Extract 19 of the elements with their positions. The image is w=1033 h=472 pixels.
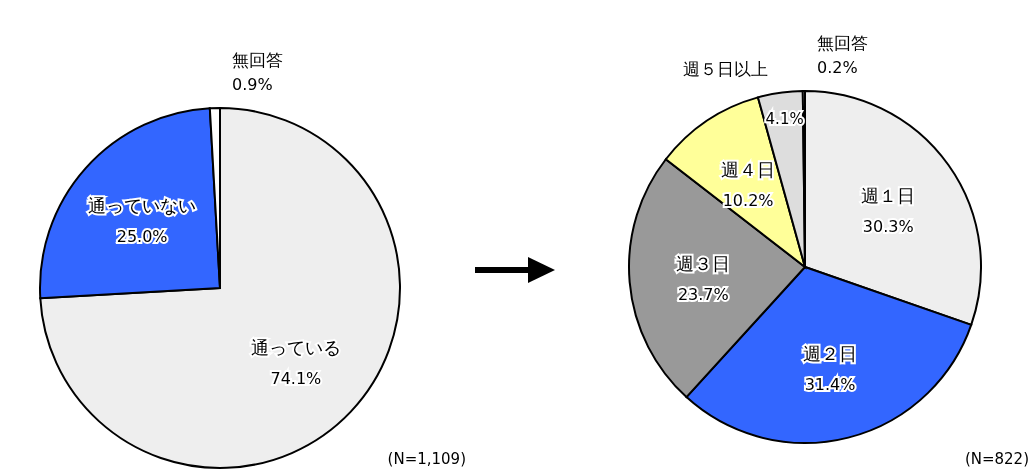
data-label: 31.4% (804, 374, 856, 394)
data-label: 0.9% (232, 75, 273, 94)
slice-label: 無回答 (817, 33, 868, 53)
text: (N=822) (964, 450, 1029, 468)
slice-label: 週５日以上 (682, 58, 768, 79)
slice-label: 通っていない (88, 195, 197, 217)
data-label: 23.7% (677, 284, 729, 304)
data-label: 10.2% (722, 191, 774, 211)
slice-label: 通っている (250, 336, 341, 358)
text: (N=1,109) (387, 450, 466, 468)
slice-label: 週２日 (803, 342, 858, 364)
data-label: 0.2% (817, 58, 858, 77)
slice-label: 無回答 (232, 50, 283, 70)
data-label: 30.3% (862, 216, 914, 236)
slice-label: 週３日 (676, 252, 731, 274)
slice-label: 週４日 (721, 159, 776, 181)
data-label: 74.1% (270, 368, 322, 388)
slice-label: 週１日 (861, 184, 916, 206)
data-label: 25.0% (116, 227, 168, 247)
